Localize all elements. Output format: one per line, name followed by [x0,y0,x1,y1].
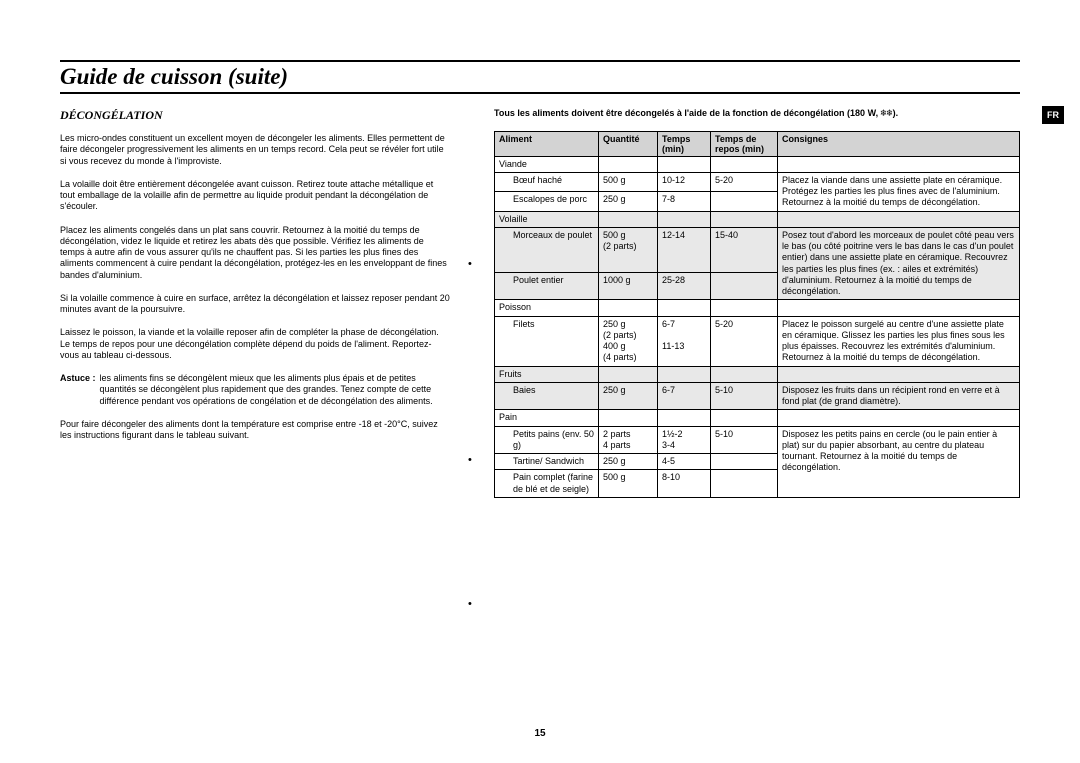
col-quantite: Quantité [599,131,658,156]
col-consignes: Consignes [778,131,1020,156]
table-row: Filets 250 g(2 parts)400 g(4 parts) 6-71… [495,316,1020,366]
paragraph: Les micro-ondes constituent un excellent… [60,133,450,167]
table-row: Morceaux de poulet 500 g(2 parts) 12-14 … [495,227,1020,273]
snowflake-icon: ❄❄ [881,108,893,119]
paragraph: Placez les aliments congelés dans un pla… [60,225,450,281]
table-header-row: Aliment Quantité Temps (min) Temps de re… [495,131,1020,156]
col-aliment: Aliment [495,131,599,156]
category-row: Volaille [495,211,1020,227]
language-tab: FR [1042,106,1064,124]
table-row: Baies 250 g 6-7 5-10 Disposez les fruits… [495,382,1020,410]
bullet-icon: • [468,258,472,270]
category-row: Viande [495,156,1020,172]
defrost-table: Aliment Quantité Temps (min) Temps de re… [494,131,1020,498]
bullet-icon: • [468,598,472,610]
document-page: Guide de cuisson (suite) FR DÉCONGÉLATIO… [0,0,1080,763]
defrost-note: Tous les aliments doivent être décongelé… [494,108,1020,121]
section-heading: DÉCONGÉLATION [60,108,450,123]
paragraph: Laissez le poisson, la viande et la vola… [60,327,450,361]
title-rule: Guide de cuisson (suite) [60,60,1020,94]
bullet-gutter: • • • [468,108,476,498]
table-row: Bœuf haché 500 g 10-12 5-20 Placez la vi… [495,172,1020,191]
right-column: Tous les aliments doivent être décongelé… [494,108,1020,498]
col-repos: Temps de repos (min) [711,131,778,156]
table-row: Petits pains (env. 50 g) 2 parts4 parts … [495,426,1020,454]
col-temps: Temps (min) [658,131,711,156]
paragraph: La volaille doit être entièrement décong… [60,179,450,213]
left-column: DÉCONGÉLATION Les micro-ondes constituen… [60,108,450,498]
tip-text: les aliments fins se décongèlent mieux q… [100,373,450,407]
page-number: 15 [0,728,1080,739]
category-row: Pain [495,410,1020,426]
two-column-layout: DÉCONGÉLATION Les micro-ondes constituen… [60,108,1020,498]
page-title: Guide de cuisson (suite) [60,64,288,89]
paragraph: Pour faire décongeler des aliments dont … [60,419,450,442]
tip-block: Astuce : les aliments fins se décongèlen… [60,373,450,407]
paragraph: Si la volaille commence à cuire en surfa… [60,293,450,316]
tip-label: Astuce : [60,373,96,407]
bullet-icon: • [468,454,472,466]
category-row: Poisson [495,300,1020,316]
category-row: Fruits [495,366,1020,382]
